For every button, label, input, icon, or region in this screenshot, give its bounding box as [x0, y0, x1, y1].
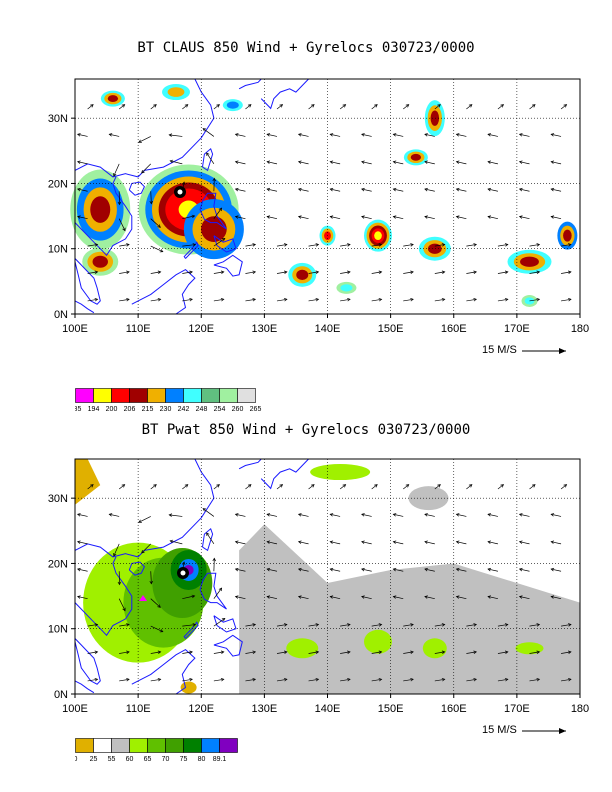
colorbar-label: 55 [108, 756, 116, 763]
scale-label: 15 M/S [482, 344, 517, 356]
colorbar-label: 194 [88, 406, 100, 412]
coastline-layer [74, 458, 309, 695]
coastline-layer [74, 78, 309, 315]
x-tick-label: 120E [188, 703, 214, 715]
colorbar-label: 230 [160, 406, 172, 412]
colorbar-label: 242 [178, 406, 190, 412]
colorbar-swatch [147, 738, 166, 753]
colorbar-swatch [111, 738, 130, 753]
colorbar-swatch [129, 738, 148, 753]
x-tick-label: 100E [62, 323, 88, 335]
colorbar-swatch [237, 388, 256, 403]
colorbar-label: 206 [124, 406, 136, 412]
colorbar-label: 185 [75, 406, 81, 412]
x-tick-label: 140E [315, 703, 341, 715]
colorbar-label: 80 [198, 756, 206, 763]
x-tick-label: 130E [252, 323, 278, 335]
cloud-fill-layer [70, 84, 578, 307]
pwat-fill-layer [75, 459, 580, 694]
colorbar-label: 215 [142, 406, 154, 412]
x-tick-label: 150E [378, 323, 404, 335]
x-tick-label: 170E [504, 323, 530, 335]
x-axis-ticks: 100E 110E 120E 130E 140E 150E 160E 170E 180 [62, 314, 589, 335]
colorbar-swatch [93, 738, 112, 753]
x-tick-label: 150E [378, 703, 404, 715]
colorbar-label: 60 [126, 756, 134, 763]
x-tick-label: 110E [126, 323, 151, 335]
gyre-marker [139, 567, 189, 601]
x-tick-label: 100E [62, 703, 88, 715]
y-axis-ticks: 0N 10N 20N 30N [48, 493, 75, 701]
x-tick-label: 160E [441, 703, 467, 715]
colorbar-swatch [75, 738, 94, 753]
wind-vectors [77, 104, 572, 302]
y-tick-label: 30N [48, 493, 68, 505]
colorbar-swatch [165, 738, 184, 753]
y-tick-label: 30N [48, 113, 68, 125]
colorbar-label: 75 [180, 756, 188, 763]
colorbar-label: 89.1 [213, 756, 227, 763]
y-tick-label: 0N [54, 689, 68, 701]
x-tick-label: 180 [571, 703, 589, 715]
colorbar-swatch [219, 738, 238, 753]
x-tick-label: 110E [126, 703, 151, 715]
x-tick-label: 170E [504, 703, 530, 715]
colorbar-label: 200 [106, 406, 118, 412]
y-axis-ticks: 0N 10N 20N 30N [48, 113, 75, 321]
y-tick-label: 20N [48, 178, 68, 190]
scale-arrow [522, 348, 566, 354]
scale-arrow [522, 728, 566, 734]
y-tick-label: 10N [48, 624, 68, 636]
grid-lines [75, 79, 580, 314]
colorbar-swatch [201, 738, 220, 753]
top-colorbar: 185 194 200 206 215 230 242 248 254 260 265 [75, 388, 262, 412]
triangle-marker [139, 595, 147, 601]
wind-vectors [77, 484, 572, 682]
y-tick-label: 0N [54, 309, 68, 321]
top-map-panel: 100E 110E 120E 130E 140E 150E 160E 170E 180 0N10… [48, 78, 589, 354]
x-tick-label: 130E [252, 703, 278, 715]
scale-label: 15 M/S [482, 724, 517, 736]
colorbar-label: 265 [250, 406, 262, 412]
colorbar-label: 260 [232, 406, 244, 412]
colorbar-label: 70 [162, 756, 170, 763]
y-tick-label: 10N [48, 244, 68, 256]
colorbar-label: 0 [75, 756, 78, 763]
x-tick-label: 160E [441, 323, 467, 335]
x-tick-label: 140E [315, 323, 341, 335]
x-tick-label: 120E [188, 323, 214, 335]
x-tick-label: 180 [571, 323, 589, 335]
bottom-colorbar: 0 25 55 60 65 70 75 80 89.1 [75, 738, 238, 763]
grid-lines [75, 459, 580, 694]
top-map-title: BT CLAUS 850 Wind + Gyrelocs 030723/0000 [137, 40, 475, 56]
y-tick-label: 20N [48, 558, 68, 570]
colorbar-label: 25 [90, 756, 98, 763]
colorbar-swatch [183, 738, 202, 753]
colorbar-label: 65 [144, 756, 152, 763]
colorbar-label: 248 [196, 406, 208, 412]
colorbar-label: 254 [214, 406, 226, 412]
gyre-marker [174, 186, 186, 198]
x-axis-ticks: 100E 110E 120E 130E 140E 150E 160E 170E 180 [62, 694, 589, 715]
bottom-map-title: BT Pwat 850 Wind + Gyrelocs 030723/0000 [141, 422, 471, 438]
